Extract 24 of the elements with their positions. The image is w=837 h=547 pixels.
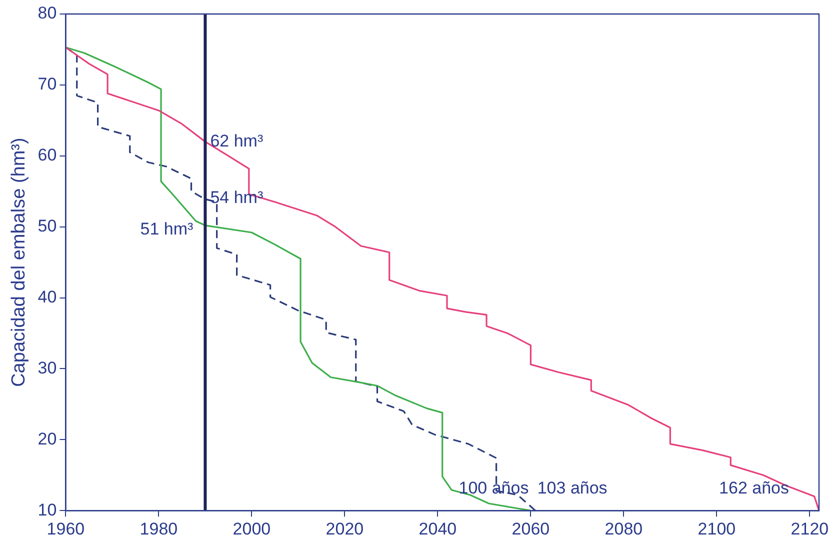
annotation: 162 años [719,478,789,498]
y-tick-label: 60 [38,146,57,165]
annotation: 54 hm³ [210,188,264,208]
annotation: 51 hm³ [140,219,194,238]
x-tick-label: 2080 [604,519,643,538]
x-tick-label: 2120 [790,519,829,538]
y-tick-label: 80 [38,4,57,23]
y-tick-label: 50 [38,216,57,236]
x-tick-label: 2040 [418,519,457,538]
y-tick-label: 10 [38,500,57,520]
y-tick-label: 20 [38,429,57,448]
annotation: 103 años [537,478,608,498]
annotation: 62 hm³ [210,131,264,150]
x-tick-label: 2060 [512,519,550,538]
annotation: 100 años [458,478,529,498]
y-tick-label: 70 [38,74,57,94]
y-tick-label: 40 [38,287,57,306]
x-tick-label: 2100 [698,519,736,538]
x-tick-label: 1960 [46,519,85,538]
x-tick-label: 2020 [326,519,364,538]
x-tick-label: 1980 [140,519,178,538]
x-tick-label: 2000 [232,519,271,538]
y-tick-label: 30 [38,358,57,378]
y-axis-title: Capacidad del embalse (hm³) [8,138,30,387]
